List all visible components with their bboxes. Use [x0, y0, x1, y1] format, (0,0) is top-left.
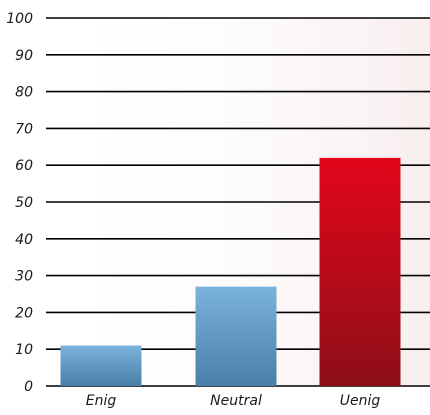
x-axis-labels: Enig Neutral Uenig	[86, 393, 381, 409]
x-category-label: Uenig	[340, 393, 381, 409]
y-tick-label: 20	[15, 305, 33, 321]
bar-uenig	[319, 157, 401, 386]
y-tick-label: 70	[15, 121, 33, 137]
x-category-label: Enig	[86, 393, 117, 409]
y-tick-label: 60	[15, 158, 33, 174]
bar-neutral	[195, 286, 277, 386]
y-tick-label: 80	[15, 85, 33, 101]
y-tick-label: 30	[15, 269, 33, 285]
y-axis-ticks: 0 10 20 30 40 50 60 70 80 90 100	[6, 11, 33, 395]
y-tick-label: 40	[15, 232, 33, 248]
bars	[60, 157, 401, 386]
y-tick-label: 0	[24, 379, 33, 395]
bar-enig	[60, 345, 142, 386]
y-tick-label: 100	[6, 11, 33, 27]
x-category-label: Neutral	[210, 393, 262, 409]
y-tick-label: 10	[15, 342, 33, 358]
y-tick-label: 50	[15, 195, 33, 211]
y-tick-label: 90	[15, 48, 33, 64]
